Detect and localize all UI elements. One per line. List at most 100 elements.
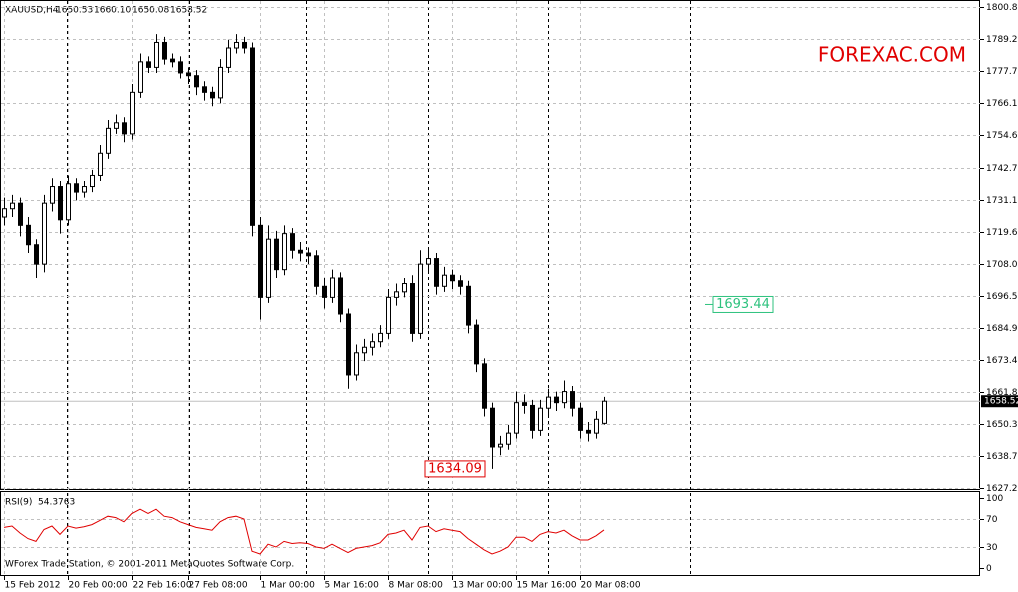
candle-body (170, 58, 175, 63)
y-tick-label: 0 (986, 564, 992, 574)
candle-body (514, 402, 519, 434)
candle-body (490, 407, 495, 448)
candle-body (602, 400, 607, 424)
candle-body (234, 41, 239, 49)
candle-body (394, 291, 399, 298)
candle-body (506, 432, 511, 445)
rsi-panel (0, 491, 980, 576)
candle-body (26, 224, 31, 246)
candle-body (74, 183, 79, 193)
annotation-label: 1693.44 (716, 297, 770, 312)
y-tick-label: 1731.15 (986, 196, 1018, 206)
candle-body (346, 313, 351, 376)
candle-body (130, 91, 135, 135)
candle-body (290, 233, 295, 251)
y-tick-label: 1754.60 (986, 131, 1018, 141)
candle-body (42, 202, 47, 265)
candle-body (522, 402, 527, 406)
candle-body (426, 258, 431, 265)
candle-body (250, 47, 255, 226)
candle-body (18, 202, 23, 226)
candle-body (2, 208, 7, 218)
candle-body (562, 391, 567, 404)
candle-body (50, 186, 55, 204)
candle-body (442, 274, 447, 287)
x-tick-label: 22 Feb 16:00 (133, 581, 192, 591)
annotation-label: 1634.09 (428, 461, 482, 476)
y-tick-label: 100 (986, 494, 1003, 504)
rsi-last-value: 54.3763 (38, 498, 75, 508)
candle-body (98, 152, 103, 176)
candle-body (146, 61, 151, 68)
y-tick-label: 1766.15 (986, 99, 1018, 109)
y-tick-label: 1696.50 (986, 292, 1018, 302)
x-tick-label: 27 Feb 08:00 (189, 581, 248, 591)
y-tick-label: 1638.75 (986, 452, 1018, 462)
candle-body (274, 238, 279, 271)
candle-body (450, 274, 455, 282)
x-tick-label: 20 Mar 08:00 (581, 581, 641, 591)
y-tick-label: 1777.70 (986, 67, 1018, 77)
footer: WForex Trade Station, © 2001-2011 MetaQu… (5, 560, 294, 570)
candle-body (82, 186, 87, 193)
candle-body (34, 244, 39, 265)
candle-body (210, 91, 215, 99)
y-tick-label: 70 (986, 515, 998, 525)
candle-body (370, 341, 375, 348)
candle-body (458, 280, 463, 287)
candle-body (106, 127, 111, 154)
candle-body (266, 238, 271, 298)
y-tick-label: 1742.70 (986, 164, 1018, 174)
candle-body (242, 41, 247, 49)
rsi-title: RSI(9) (5, 498, 32, 508)
last-close: 1658.52 (170, 6, 207, 16)
candle-body (474, 324, 479, 365)
candle-body (202, 86, 207, 93)
candle-body (546, 396, 551, 409)
candle-body (298, 249, 303, 254)
x-tick-label: 13 Mar 00:00 (453, 581, 513, 591)
y-tick-label: 30 (986, 543, 998, 553)
candle-body (186, 72, 191, 77)
y-tick-label: 1708.05 (986, 260, 1018, 270)
candle-body (282, 233, 287, 271)
candle-body (386, 296, 391, 334)
candle-body (482, 363, 487, 409)
last-low: 1650.08 (132, 6, 169, 16)
x-tick-label: 15 Mar 16:00 (517, 581, 577, 591)
annotation-box (712, 295, 774, 313)
y-tick-label: 1650.30 (986, 420, 1018, 430)
candle-body (538, 407, 543, 431)
candle-body (138, 61, 143, 93)
candle-body (354, 352, 359, 376)
current-price-box (981, 395, 1018, 408)
candle-body (226, 47, 231, 68)
rsi-line (3, 508, 605, 555)
candle-body (314, 255, 319, 287)
candle-body (466, 285, 471, 326)
candle-body (434, 258, 439, 287)
candle-body (594, 418, 599, 434)
candle-body (114, 122, 119, 129)
chart-title: XAUUSD,H4 (5, 6, 59, 16)
candle-body (58, 186, 63, 221)
candle-body (178, 61, 183, 74)
current-price-label: 1658.52 (984, 397, 1018, 407)
y-tick-label: 1800.80 (986, 3, 1018, 13)
last-high: 1660.10 (94, 6, 131, 16)
last-open: 1650.53 (56, 6, 93, 16)
candle-body (322, 285, 327, 298)
x-tick-label: 15 Feb 2012 (5, 581, 61, 591)
x-tick-label: 8 Mar 08:00 (389, 581, 444, 591)
candle-body (306, 252, 311, 257)
candle-body (330, 277, 335, 298)
candle-body (410, 283, 415, 334)
candle-body (10, 202, 15, 210)
candle-body (402, 283, 407, 293)
x-tick-label: 20 Feb 00:00 (69, 581, 128, 591)
annotation-box (424, 460, 486, 478)
y-tick-label: 1789.25 (986, 35, 1018, 45)
y-tick-label: 1684.95 (986, 324, 1018, 334)
candle-body (362, 346, 367, 354)
